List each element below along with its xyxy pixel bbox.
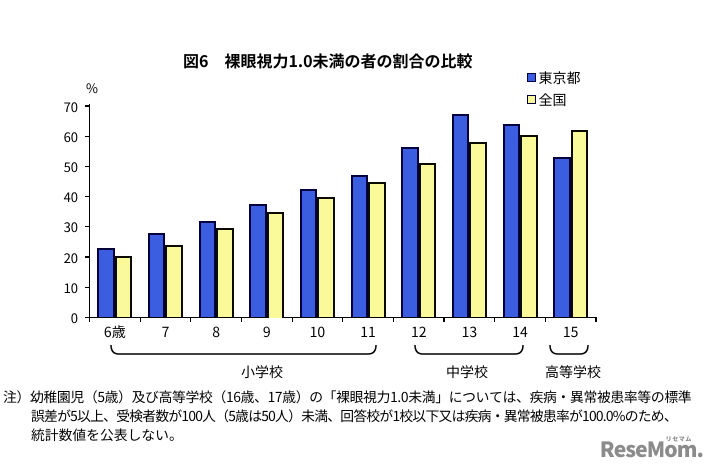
x-category-label: 12 — [410, 322, 427, 342]
x-category-label: 9 — [262, 322, 271, 342]
y-tick — [85, 226, 90, 228]
x-category-label: 15 — [562, 322, 579, 342]
bar-national-5 — [368, 181, 386, 318]
bar-tokyo-7 — [451, 113, 470, 318]
y-tick-label: 30 — [63, 217, 78, 237]
bar-national-0 — [114, 255, 133, 318]
legend-item-tokyo: 東京都 — [527, 70, 581, 85]
legend-item-national: 全国 — [527, 92, 581, 107]
x-category-label: 11 — [360, 322, 376, 342]
x-tick — [443, 318, 445, 323]
y-tick-label: 70 — [63, 96, 78, 116]
x-tick — [544, 318, 546, 323]
y-tick — [85, 105, 90, 107]
y-tick — [85, 286, 90, 288]
legend: 東京都 全国 — [527, 70, 581, 107]
x-axis — [88, 316, 597, 319]
legend-marker-national-icon — [527, 95, 536, 104]
group-label-high-school: 高等学校 — [545, 362, 601, 382]
x-category-label: 6歳 — [103, 322, 126, 342]
group-label-junior-high: 中学校 — [446, 362, 488, 382]
x-tick — [88, 318, 91, 323]
x-category-label: 8 — [212, 322, 221, 342]
legend-label-tokyo: 東京都 — [538, 67, 581, 88]
bar-tokyo-6 — [401, 146, 419, 318]
note-line-3: 統計数値を公表しない。 — [31, 424, 183, 445]
bar-tokyo-0 — [97, 248, 115, 318]
x-tick — [392, 318, 394, 323]
resemom-logo: リセマム ReseMom. — [599, 434, 704, 464]
y-tick-label: 60 — [63, 126, 78, 146]
y-tick — [85, 316, 90, 319]
bar-tokyo-5 — [350, 175, 369, 318]
y-tick-label: 20 — [63, 247, 78, 267]
resemom-logo-word: ReseMom. — [599, 434, 704, 464]
bar-tokyo-2 — [198, 220, 217, 318]
bar-tokyo-4 — [299, 189, 318, 318]
bar-tokyo-8 — [502, 124, 521, 318]
y-tick — [85, 165, 90, 168]
x-tick — [240, 318, 243, 323]
bar-tokyo-9 — [553, 157, 571, 318]
y-tick-label: 40 — [63, 187, 78, 207]
x-tick — [291, 318, 293, 323]
x-category-label: 14 — [512, 322, 528, 342]
x-tick — [342, 318, 344, 323]
legend-marker-tokyo-icon — [527, 73, 536, 82]
y-tick — [85, 256, 90, 258]
x-tick — [595, 318, 597, 323]
bar-national-7 — [469, 142, 487, 318]
y-tick-label: 10 — [63, 277, 78, 297]
y-axis-unit-label: % — [86, 78, 98, 97]
chart-title: 図6 裸眼視力1.0未満の者の割合の比較 — [183, 48, 473, 72]
x-tick — [494, 318, 496, 323]
note: 注）幼稚園児（5歳）及び高等学校（16歳、17歳）の「裸眼視力1.0未満」につい… — [3, 385, 692, 445]
bar-tokyo-1 — [147, 232, 166, 318]
group-label-elementary: 小学校 — [241, 362, 283, 382]
y-tick — [85, 196, 90, 198]
bar-national-2 — [216, 228, 234, 318]
bar-national-4 — [317, 196, 335, 318]
bar-tokyo-3 — [249, 204, 267, 318]
bracket-junior-high — [414, 344, 524, 355]
x-tick — [139, 318, 141, 323]
y-tick — [85, 135, 90, 137]
bar-national-3 — [266, 211, 285, 318]
legend-label-national: 全国 — [538, 89, 567, 110]
x-category-label: 7 — [161, 322, 170, 342]
y-axis — [88, 104, 91, 318]
bar-national-9 — [570, 130, 589, 318]
bar-national-1 — [165, 244, 183, 318]
note-line-1: 注）幼稚園児（5歳）及び高等学校（16歳、17歳）の「裸眼視力1.0未満」につい… — [3, 385, 692, 406]
bracket-elementary — [110, 344, 377, 355]
y-tick-label: 0 — [70, 308, 78, 327]
x-category-label: 10 — [309, 322, 326, 342]
bar-national-8 — [520, 134, 538, 318]
x-tick — [190, 318, 192, 323]
y-tick-label: 50 — [63, 156, 78, 176]
bracket-high-school — [549, 344, 589, 355]
x-category-label: 13 — [461, 322, 478, 342]
bar-national-6 — [418, 163, 437, 318]
note-line-2: 誤差が5以上、受検者数が100人（5歳は50人）未満、回答校が1校以下又は疾病・… — [31, 404, 678, 425]
resemom-logo-kana: リセマム — [665, 434, 692, 443]
